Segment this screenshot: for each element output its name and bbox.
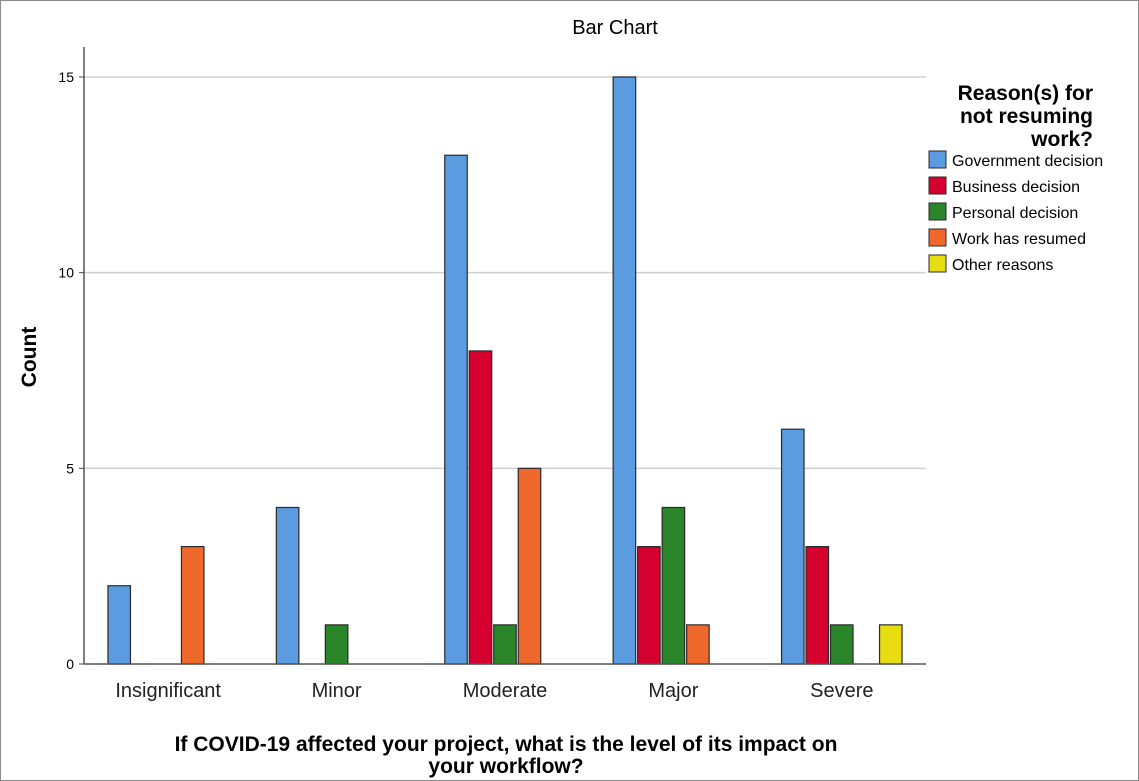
bar bbox=[612, 76, 637, 665]
x-axis-title: If COVID-19 affected your project, what … bbox=[175, 733, 838, 778]
legend-label: Work has resumed bbox=[952, 231, 1086, 248]
bar bbox=[468, 350, 493, 665]
legend-item: Government decision bbox=[928, 150, 1103, 170]
bar bbox=[275, 506, 300, 665]
legend-swatch bbox=[928, 254, 947, 273]
legend-items: Government decision Business decision Pers… bbox=[928, 150, 1103, 274]
axes bbox=[83, 47, 926, 665]
y-tick-label: 10 bbox=[58, 265, 74, 281]
bar bbox=[780, 428, 805, 665]
x-tick-label: Minor bbox=[312, 680, 362, 702]
legend-label: Personal decision bbox=[952, 205, 1078, 222]
legend: Reason(s) for not resuming work? Governmen… bbox=[928, 82, 1103, 274]
bar bbox=[493, 624, 517, 665]
x-axis-categories: Insignificant Minor Moderate Major Severe bbox=[115, 680, 873, 702]
bar bbox=[661, 506, 686, 665]
y-tick-label: 5 bbox=[66, 460, 74, 476]
legend-swatch bbox=[928, 228, 947, 247]
bar bbox=[686, 624, 710, 665]
bar bbox=[180, 545, 205, 665]
legend-item: Work has resumed bbox=[928, 228, 1086, 248]
x-tick-label: Moderate bbox=[463, 680, 548, 702]
x-tick-label: Severe bbox=[810, 680, 873, 702]
legend-label: Business decision bbox=[952, 179, 1080, 196]
bar bbox=[878, 624, 903, 665]
bar bbox=[805, 545, 830, 665]
bar bbox=[829, 624, 854, 665]
bar bbox=[324, 624, 349, 665]
bar bbox=[107, 585, 132, 665]
y-axis-ticks: 0 5 10 15 bbox=[58, 69, 84, 672]
legend-swatch bbox=[928, 150, 947, 169]
y-tick-label: 0 bbox=[66, 656, 74, 672]
bar bbox=[444, 154, 468, 665]
bar bbox=[517, 467, 542, 665]
bars bbox=[107, 76, 903, 665]
legend-item: Business decision bbox=[928, 176, 1080, 196]
bar bbox=[637, 545, 661, 665]
x-tick-label: Major bbox=[648, 680, 698, 702]
legend-label: Other reasons bbox=[952, 257, 1053, 274]
chart-title: Bar Chart bbox=[572, 17, 658, 39]
x-tick-label: Insignificant bbox=[115, 680, 221, 702]
legend-title: Reason(s) for not resuming work? bbox=[958, 82, 1093, 151]
legend-item: Other reasons bbox=[928, 254, 1053, 274]
gridlines bbox=[84, 76, 926, 470]
y-axis-title: Count bbox=[18, 327, 41, 388]
legend-item: Personal decision bbox=[928, 202, 1078, 222]
legend-swatch bbox=[928, 202, 947, 221]
y-tick-label: 15 bbox=[58, 69, 74, 85]
legend-swatch bbox=[928, 176, 947, 195]
legend-label: Government decision bbox=[952, 153, 1103, 170]
